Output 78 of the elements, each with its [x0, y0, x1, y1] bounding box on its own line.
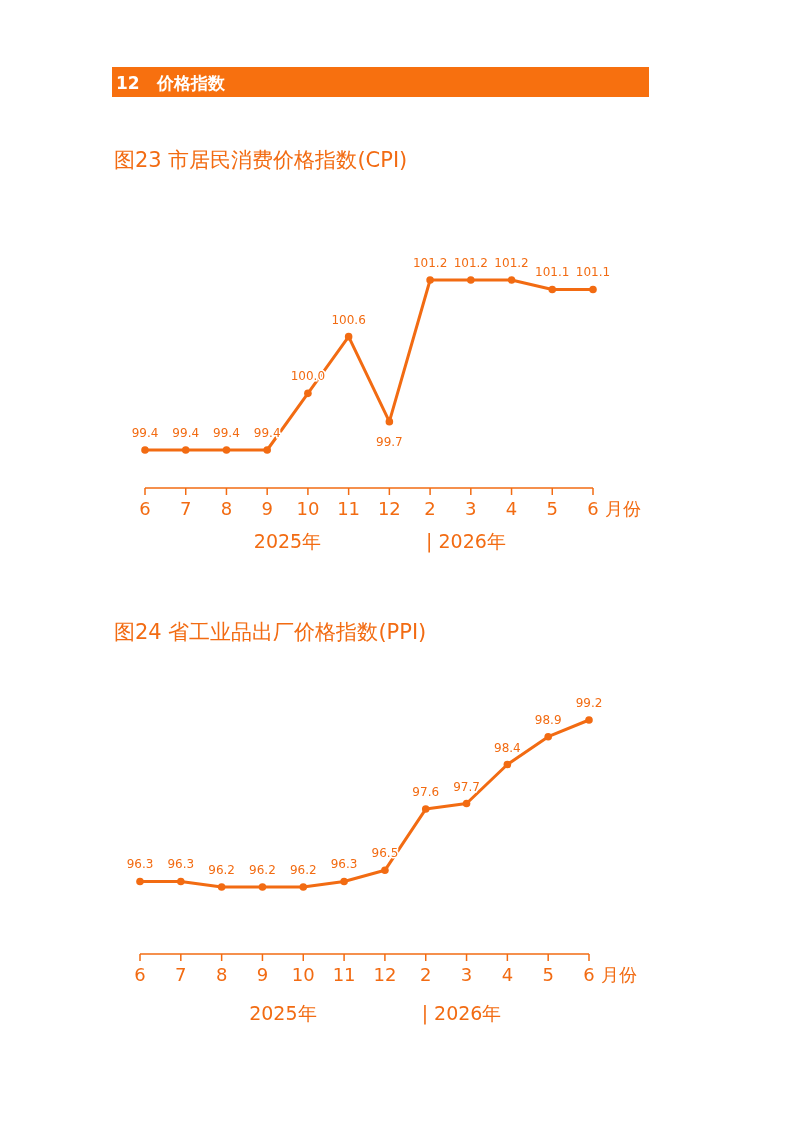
- point: [344, 332, 353, 341]
- point: [503, 760, 512, 769]
- point: [136, 877, 144, 886]
- point: [585, 716, 593, 724]
- point: [299, 883, 308, 891]
- point: [181, 446, 190, 454]
- point: [426, 276, 434, 284]
- x-tick-label: 11: [332, 964, 356, 985]
- point: [385, 417, 394, 426]
- text: 2025年: [249, 1002, 317, 1024]
- x-tick-label: 5: [546, 498, 558, 519]
- data-label: 96.3: [167, 857, 195, 872]
- x-tick-label: 4: [505, 498, 518, 519]
- data-label: 101.2: [453, 256, 488, 270]
- x-tick-label: 7: [180, 498, 192, 519]
- x-tick-label: 6: [139, 498, 151, 519]
- x-tick-label: 4: [501, 964, 514, 985]
- data-label: 101.1: [535, 265, 570, 280]
- point: [263, 446, 271, 454]
- point: [177, 877, 185, 886]
- data-label: 99.2: [575, 696, 603, 710]
- data-label: 96.3: [330, 857, 358, 872]
- chart-title: 12 价格指数: [116, 73, 226, 93]
- point: [381, 866, 389, 875]
- x-tick-label: 9: [256, 964, 269, 985]
- chart-subtitle: 图23 市居民消费价格指数(CPI): [114, 148, 408, 172]
- x-tick-label: 5: [542, 964, 554, 985]
- x-tick-label: 12: [377, 498, 401, 519]
- data-label: 99.4: [172, 426, 200, 440]
- x-tick-label: 11: [337, 498, 361, 519]
- data-label: 101.2: [412, 256, 448, 270]
- text: 2025年: [253, 530, 322, 552]
- point: [304, 389, 312, 398]
- x-tick-label: 2: [424, 498, 436, 519]
- x-tick-label: 10: [296, 498, 320, 519]
- point: [467, 276, 475, 284]
- point: [589, 285, 597, 294]
- point: [462, 799, 471, 808]
- data-label: 101.1: [575, 265, 611, 280]
- data-label: 98.9: [534, 712, 562, 727]
- text: | 2026年: [421, 1002, 502, 1025]
- chart-title: 图24 省工业品出厂价格指数(PPI): [114, 620, 427, 644]
- x-axis-title: 月份: [601, 964, 637, 985]
- x-tick-label: 6: [587, 498, 599, 519]
- text: | 2026年: [426, 530, 506, 553]
- x-tick-label: 6: [583, 964, 595, 985]
- point: [507, 276, 516, 284]
- data-label: 96.2: [208, 863, 235, 877]
- data-label: 97.7: [453, 779, 480, 794]
- point: [544, 732, 552, 741]
- x-tick-label: 10: [291, 964, 315, 985]
- data-label: 99.7: [376, 434, 403, 449]
- point: [141, 446, 149, 454]
- point: [222, 446, 231, 454]
- data-label: 96.2: [249, 863, 276, 877]
- x-tick-label: 7: [175, 964, 187, 985]
- x-axis-title: 月份: [605, 498, 641, 519]
- data-label: 99.4: [131, 426, 159, 440]
- data-label: 100.6: [331, 312, 366, 327]
- x-tick-label: 6: [134, 964, 146, 985]
- x-tick-label: 8: [215, 964, 228, 985]
- x-tick-label: 8: [220, 498, 233, 519]
- data-label: 99.4: [213, 426, 240, 440]
- x-tick-label: 2: [420, 964, 432, 985]
- data-label: 96.2: [289, 863, 317, 877]
- point: [548, 285, 557, 294]
- point: [340, 877, 348, 886]
- point: [217, 883, 226, 891]
- data-label: 98.4: [494, 740, 521, 755]
- x-tick-label: 9: [261, 498, 273, 519]
- point: [421, 805, 430, 813]
- data-label: 96.3: [126, 857, 154, 872]
- data-label: 97.6: [412, 785, 440, 800]
- x-tick-label: 3: [460, 964, 473, 985]
- x-tick-label: 12: [373, 964, 397, 985]
- x-tick-label: 3: [465, 498, 477, 519]
- data-label: 101.2: [494, 256, 529, 270]
- point: [258, 883, 267, 891]
